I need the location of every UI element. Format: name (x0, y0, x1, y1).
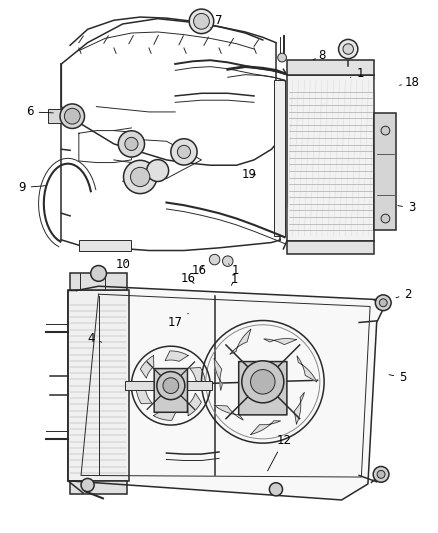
Circle shape (377, 471, 385, 478)
Circle shape (60, 104, 85, 128)
Circle shape (251, 369, 275, 394)
Circle shape (209, 254, 220, 265)
Text: 18: 18 (399, 76, 419, 89)
Circle shape (81, 479, 94, 491)
Circle shape (125, 138, 138, 150)
Circle shape (343, 44, 353, 54)
Bar (79, 240, 131, 251)
Polygon shape (264, 338, 297, 345)
Bar (125, 382, 212, 390)
Polygon shape (165, 351, 188, 361)
Circle shape (373, 466, 389, 482)
Circle shape (269, 483, 283, 496)
Polygon shape (230, 329, 251, 354)
Circle shape (131, 167, 150, 187)
Polygon shape (251, 421, 280, 434)
FancyBboxPatch shape (239, 361, 287, 415)
Circle shape (223, 256, 233, 266)
Text: 17: 17 (168, 313, 188, 329)
Bar (287, 241, 374, 254)
Circle shape (189, 9, 214, 34)
Circle shape (177, 146, 191, 158)
Polygon shape (214, 405, 243, 420)
Bar (48, 109, 74, 123)
Text: 7: 7 (210, 14, 223, 28)
Circle shape (242, 361, 284, 403)
Bar (274, 80, 285, 236)
Text: 3: 3 (398, 201, 415, 214)
Circle shape (381, 126, 390, 135)
Text: 1: 1 (350, 67, 364, 80)
Text: 19: 19 (241, 168, 256, 181)
Text: 12: 12 (268, 434, 291, 471)
Polygon shape (136, 386, 152, 404)
Bar (287, 75, 374, 241)
Bar (68, 290, 129, 481)
Polygon shape (190, 367, 205, 386)
Text: 10: 10 (116, 259, 131, 271)
Circle shape (118, 131, 145, 157)
Text: 8: 8 (313, 50, 325, 62)
Text: 2: 2 (396, 288, 412, 301)
Circle shape (157, 372, 185, 400)
Polygon shape (214, 358, 223, 390)
Text: 6: 6 (26, 106, 53, 118)
Circle shape (64, 108, 80, 124)
Polygon shape (68, 286, 388, 500)
Circle shape (91, 265, 106, 281)
Text: 1: 1 (229, 264, 240, 277)
Circle shape (379, 299, 387, 306)
Bar (70, 481, 127, 494)
Circle shape (124, 160, 157, 193)
Polygon shape (153, 410, 177, 421)
Circle shape (375, 295, 391, 311)
Polygon shape (294, 392, 304, 424)
Circle shape (278, 53, 286, 62)
Bar (374, 113, 396, 230)
Circle shape (147, 159, 169, 182)
Text: 16: 16 (192, 264, 207, 277)
Text: 1: 1 (230, 273, 238, 286)
Circle shape (339, 39, 358, 59)
Text: 4: 4 (87, 332, 102, 345)
Circle shape (381, 214, 390, 223)
Text: 5: 5 (389, 371, 406, 384)
Bar (70, 273, 127, 290)
Circle shape (163, 378, 179, 393)
Circle shape (171, 139, 197, 165)
Polygon shape (188, 393, 201, 416)
Polygon shape (297, 356, 317, 382)
Circle shape (194, 13, 209, 29)
Text: 9: 9 (18, 181, 46, 194)
Text: 16: 16 (181, 272, 196, 285)
Polygon shape (140, 356, 154, 378)
FancyBboxPatch shape (154, 368, 187, 413)
Bar (287, 60, 374, 75)
